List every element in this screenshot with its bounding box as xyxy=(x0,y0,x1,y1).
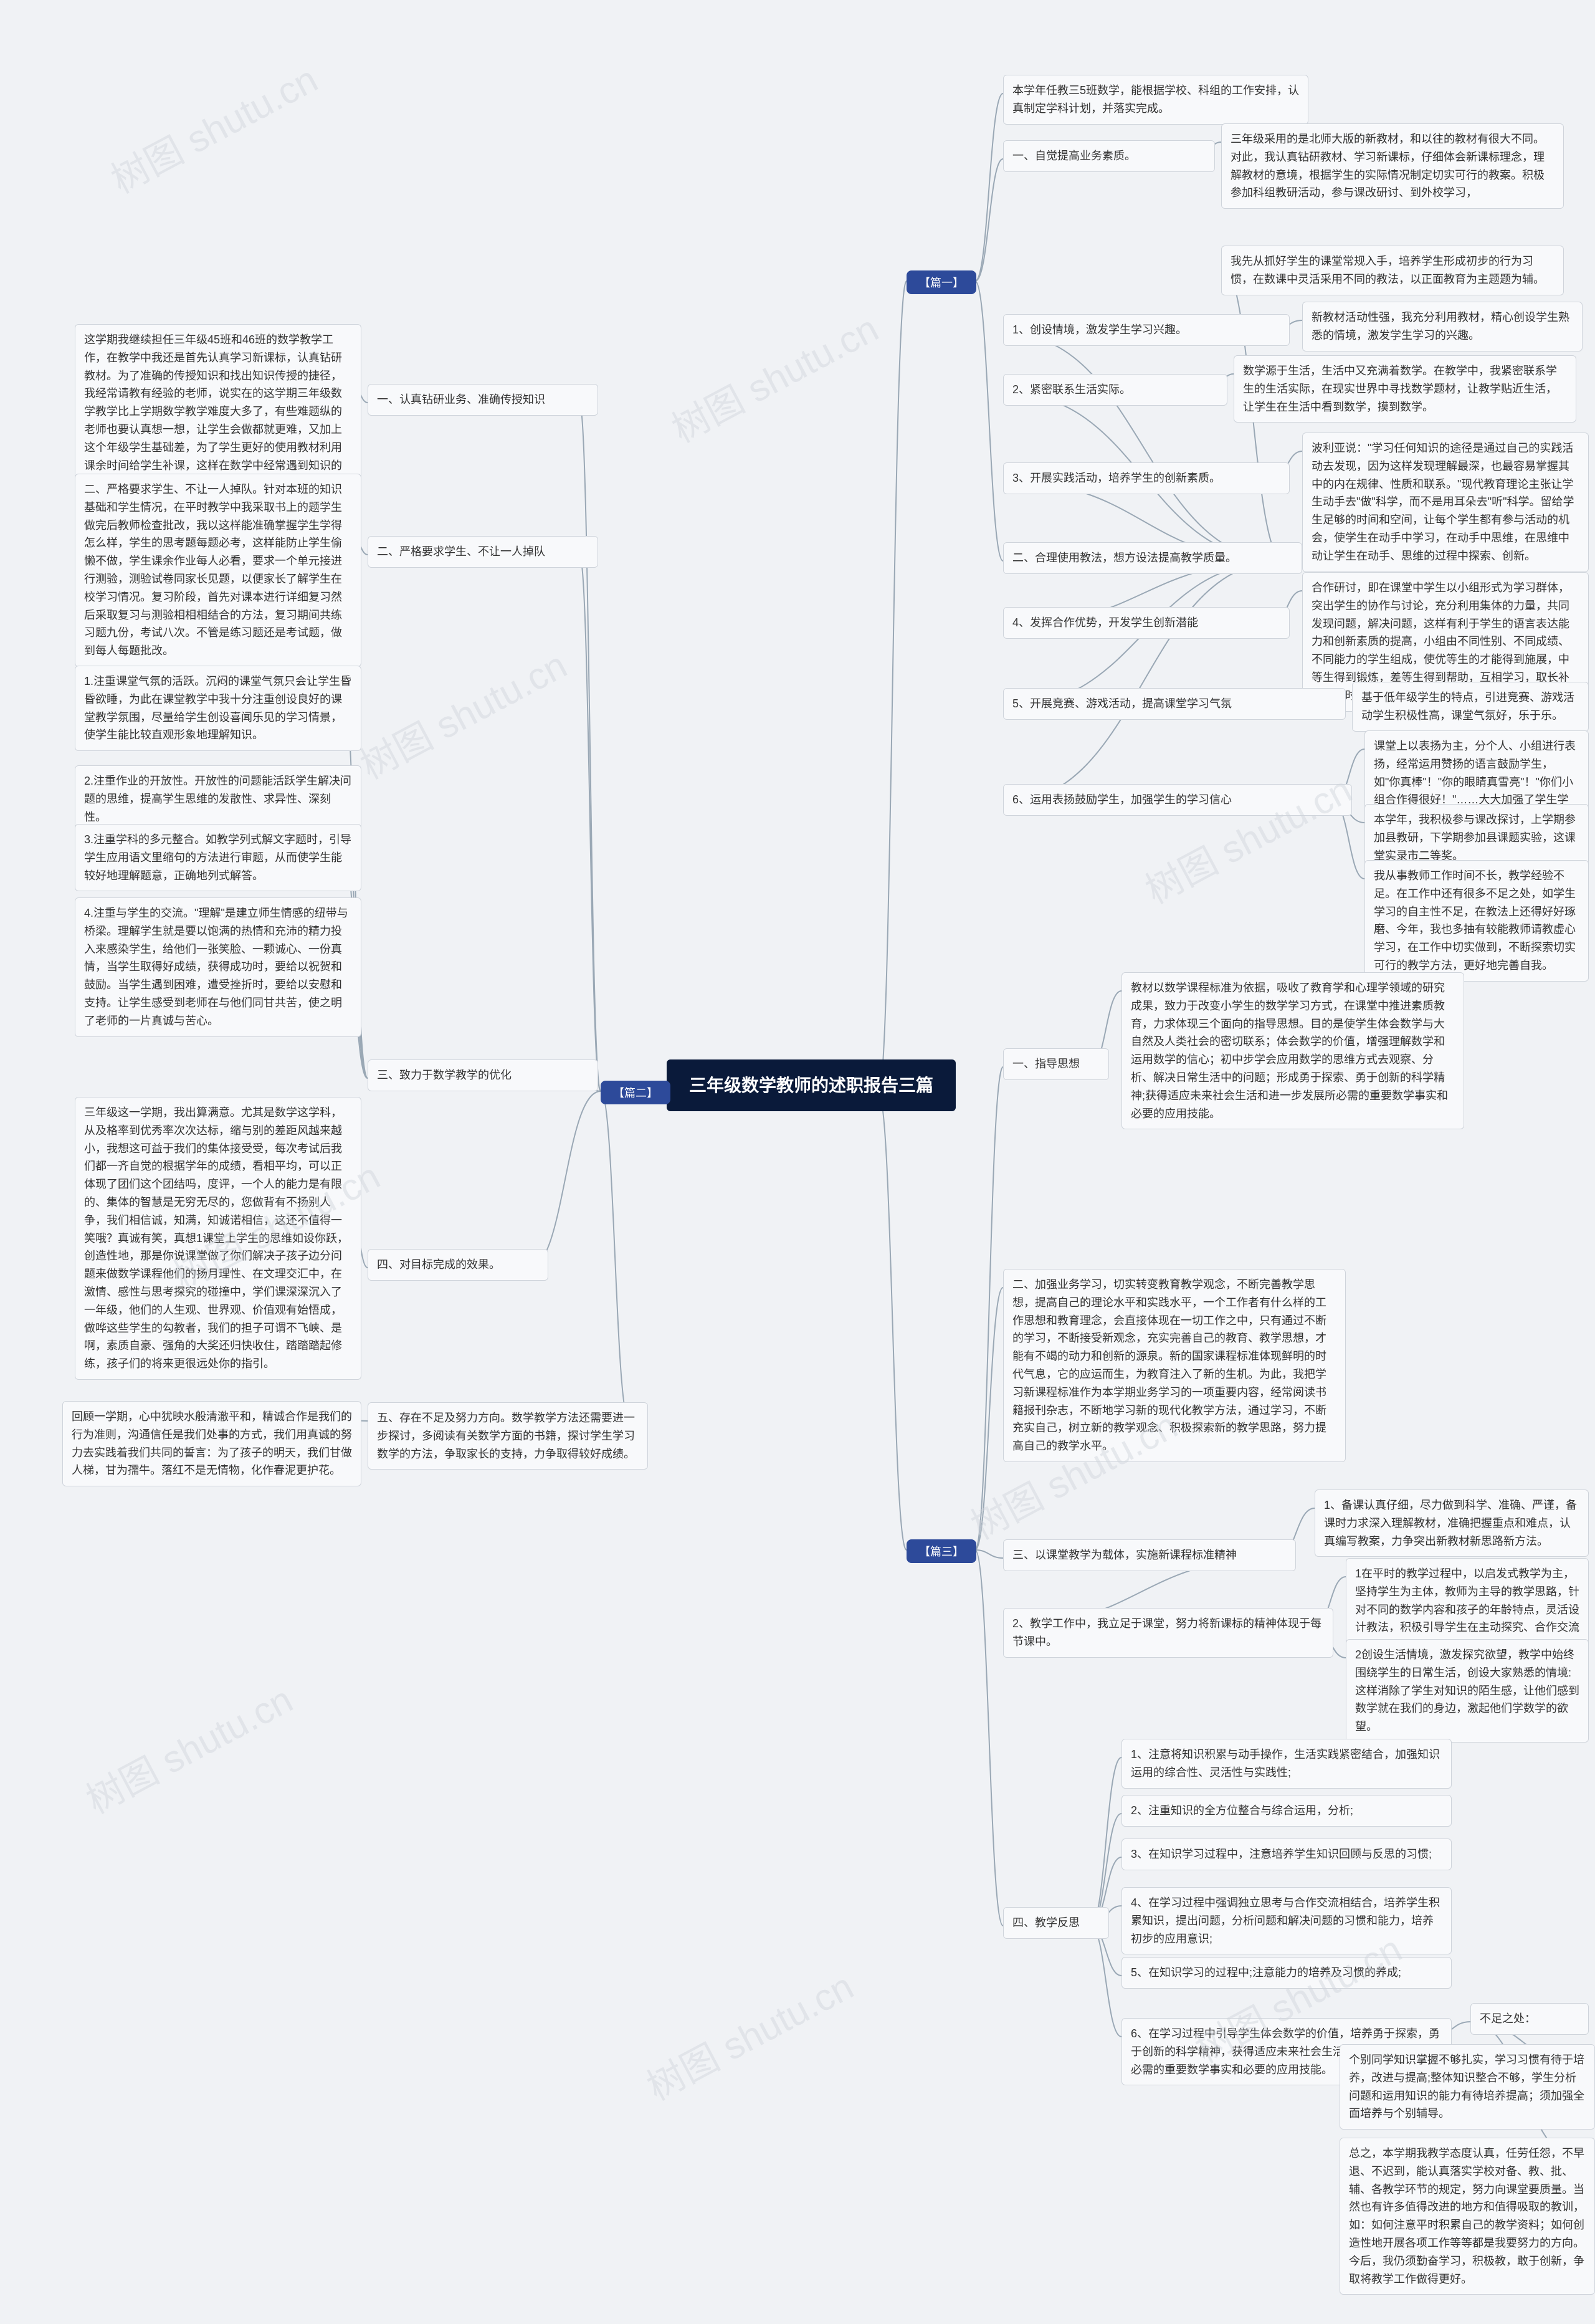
mindmap-node: 2、教学工作中，我立足于课堂，努力将新课标的精神体现于每节课中。 xyxy=(1003,1608,1333,1658)
mindmap-node: 4、在学习过程中强调独立思考与合作交流相结合，培养学生积累知识，提出问题，分析问… xyxy=(1121,1887,1452,1954)
mindmap-node: 1、备课认真仔细，尽力做到科学、准确、严谨，备课时力求深入理解教材，准确把握重点… xyxy=(1315,1490,1589,1557)
watermark: 树图 shutu.cn xyxy=(1135,760,1360,914)
chapter-chip-1: 【篇一】 xyxy=(907,270,976,294)
mindmap-node: 3、开展实践活动，培养学生的创新素质。 xyxy=(1003,462,1290,494)
mindmap-node: 本学年任教三5班数学，能根据学校、科组的工作安排，认真制定学科计划，并落实完成。 xyxy=(1003,75,1308,125)
mindmap-node: 2、紧密联系生活实际。 xyxy=(1003,374,1227,406)
mindmap-node: 2创设生活情境，激发探究欲望，教学中始终围绕学生的日常生活，创设大家熟悉的情境:… xyxy=(1346,1639,1589,1743)
mindmap-node: 三年级采用的是北师大版的新教材，和以往的教材有很大不同。对此，我认真钻研教材、学… xyxy=(1221,123,1564,209)
mindmap-node: 4.注重与学生的交流。"理解"是建立师生情感的纽带与桥梁。理解学生就是要以饱满的… xyxy=(75,897,361,1037)
mindmap-node: 数学源于生活，生活中又充满着数学。在教学中，我紧密联系学生的生活实际，在现实世界… xyxy=(1234,355,1576,423)
watermark: 树图 shutu.cn xyxy=(100,50,326,204)
mindmap-node: 3、在知识学习过程中，注意培养学生知识回顾与反思的习惯; xyxy=(1121,1839,1452,1870)
mindmap-node: 二、合理使用教法，想方设法提高教学质量。 xyxy=(1003,542,1302,574)
mindmap-node: 基于低年级学生的特点，引进竞赛、游戏活动学生积极性高，课堂气氛好，乐于乐。 xyxy=(1352,682,1589,732)
mindmap-node: 不足之处： xyxy=(1470,2003,1589,2035)
mindmap-node: 一、自觉提高业务素质。 xyxy=(1003,140,1215,172)
chapter-chip-3: 【篇三】 xyxy=(907,1539,976,1563)
mindmap-node: 新教材活动性强，我充分利用教材，精心创设学生熟悉的情境，激发学生学习的兴趣。 xyxy=(1302,302,1583,351)
mindmap-node: 这学期我继续担任三年级45班和46班的数学教学工作，在教学中我还是首先认真学习新… xyxy=(75,324,361,499)
mindmap-node: 回顾一学期，心中犹映水般清澈平和，精诚合作是我们的行为准则，沟通信任是我们处事的… xyxy=(62,1401,361,1486)
mindmap-node: 1.注重课堂气氛的活跃。沉闷的课堂气氛只会让学生昏昏欲睡，为此在课堂教学中我十分… xyxy=(75,666,361,751)
root-node: 三年级数学教师的述职报告三篇 xyxy=(667,1059,956,1111)
mindmap-node: 三、致力于数学教学的优化 xyxy=(368,1059,598,1091)
mindmap-node: 2、注重知识的全方位整合与综合运用，分析; xyxy=(1121,1795,1452,1827)
mindmap-node: 四、对目标完成的效果。 xyxy=(368,1249,548,1281)
mindmap-node: 教材以数学课程标准为依据，吸收了教育学和心理学领域的研究成果，致力于改变小学生的… xyxy=(1121,972,1464,1129)
mindmap-node: 5、开展竞赛、游戏活动，提高课堂学习气氛 xyxy=(1003,688,1346,720)
mindmap-node: 5、在知识学习的过程中;注意能力的培养及习惯的养成; xyxy=(1121,1957,1452,1989)
mindmap-node: 总之，本学期我教学态度认真，任劳任怨，不早退、不迟到，能认真落实学校对备、教、批… xyxy=(1340,2138,1595,2295)
mindmap-node: 五、存在不足及努力方向。数学教学方法还需要进一步探讨，多阅读有关数学方面的书籍，… xyxy=(368,1402,648,1470)
watermark: 树图 shutu.cn xyxy=(636,1957,862,2111)
mindmap-node: 三、以课堂教学为载体，实施新课程标准精神 xyxy=(1003,1539,1296,1571)
mindmap-node: 我先从抓好学生的课堂常规入手，培养学生形成初步的行为习惯，在数课中灵活采用不同的… xyxy=(1221,246,1564,295)
mindmap-node: 四、教学反思 xyxy=(1003,1907,1109,1939)
mindmap-node: 1、创设情境，激发学生学习兴趣。 xyxy=(1003,314,1290,346)
mindmap-node: 3.注重学科的多元整合。如教学列式解文字题时，引导学生应用语文里缩句的方法进行审… xyxy=(75,824,361,891)
mindmap-node: 6、运用表扬鼓励学生，加强学生的学习信心 xyxy=(1003,784,1352,816)
mindmap-node: 1、注意将知识积累与动手操作，生活实践紧密结合，加强知识运用的综合性、灵活性与实… xyxy=(1121,1739,1452,1789)
mindmap-node: 个别同学知识掌握不够扎实，学习习惯有待于培养，改进与提高;整体知识整合不够，学生… xyxy=(1340,2044,1595,2130)
mindmap-node: 我从事教师工作时间不长，教学经验不足。在工作中还有很多不足之处，如学生学习的自主… xyxy=(1364,860,1589,982)
chapter-chip-2: 【篇二】 xyxy=(601,1081,670,1104)
mindmap-node: 二、严格要求学生、不让一人掉队。针对本班的知识基础和学生情况，在平时教学中我采取… xyxy=(75,474,361,667)
mindmap-node: 4、发挥合作优势，开发学生创新潜能 xyxy=(1003,607,1290,639)
mindmap-node: 三年级这一学期，我出算满意。尤其是数学这学科，从及格率到优秀率次次达标，缩与别的… xyxy=(75,1097,361,1380)
watermark: 树图 shutu.cn xyxy=(75,1670,301,1824)
mindmap-node: 一、指导思想 xyxy=(1003,1048,1109,1080)
mindmap-node: 二、严格要求学生、不让一人掉队 xyxy=(368,536,598,568)
mindmap-node: 2.注重作业的开放性。开放性的问题能活跃学生解决问题的思维，提高学生思维的发散性… xyxy=(75,765,361,833)
watermark: 树图 shutu.cn xyxy=(661,299,887,453)
mindmap-node: 一、认真钻研业务、准确传授知识 xyxy=(368,384,598,416)
mindmap-node: 二、加强业务学习，切实转变教育教学观念，不断完善教学思想，提高自己的理论水平和实… xyxy=(1003,1269,1346,1462)
watermark: 树图 shutu.cn xyxy=(350,636,575,790)
mindmap-node: 波利亚说："学习任何知识的途径是通过自己的实践活动去发现，因为这样发现理解最深，… xyxy=(1302,433,1589,572)
